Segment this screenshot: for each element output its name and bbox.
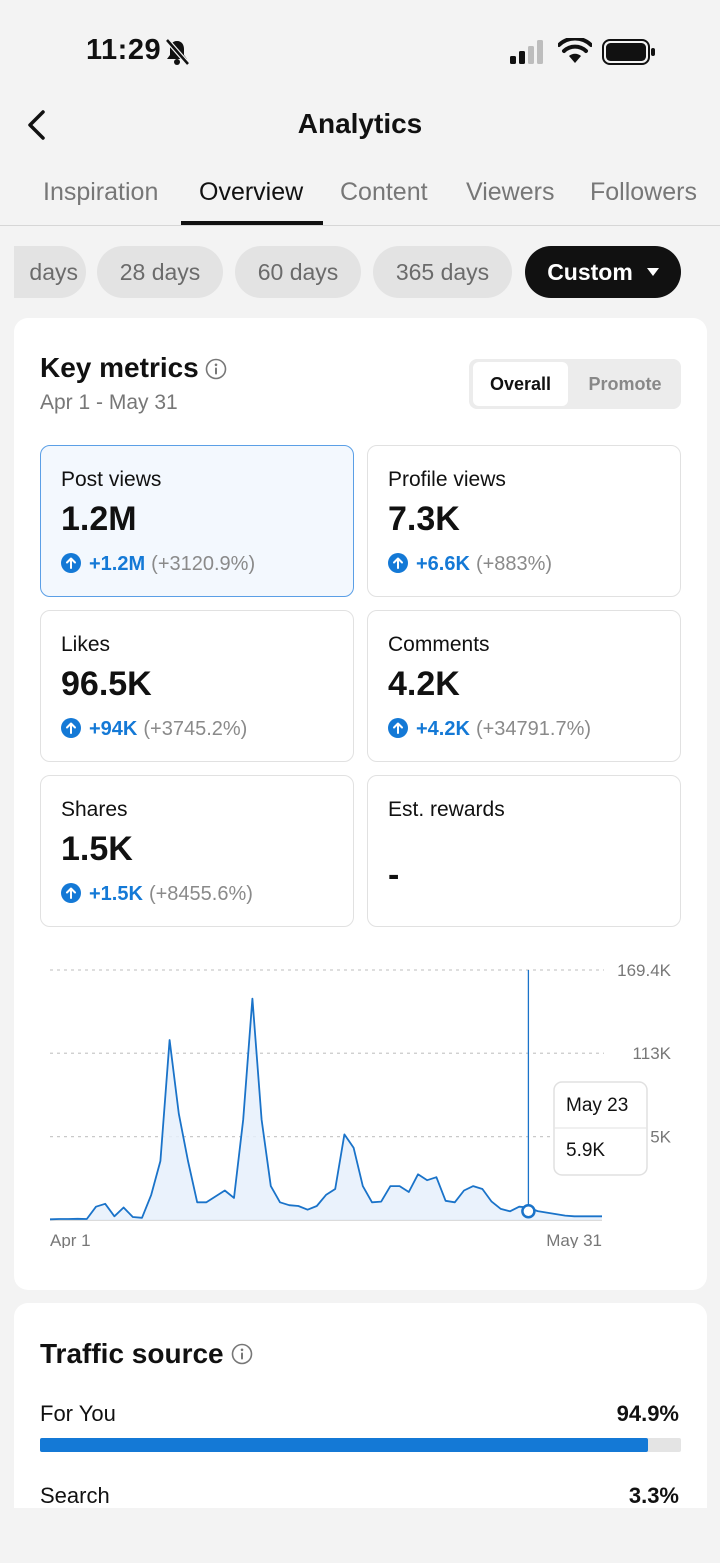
chart-x-start-label: Apr 1 (50, 1231, 91, 1248)
arrow-up-circle-icon (388, 553, 408, 573)
traffic-label-for-you: For You (40, 1401, 116, 1426)
metric-delta: +1.5K (+8455.6%) (61, 883, 253, 906)
delta-absolute: +1.2M (89, 553, 146, 575)
page-title: Analytics (297, 108, 423, 139)
metric-value: 7.3K (388, 500, 460, 538)
chart-highlight-point (521, 1204, 536, 1219)
caret-down-icon (646, 267, 659, 276)
info-icon[interactable] (205, 358, 227, 380)
info-icon[interactable] (231, 1343, 253, 1365)
arrow-up-circle-icon (61, 883, 81, 903)
metric-delta: +4.2K (+34791.7%) (388, 718, 591, 741)
metric-delta: +6.6K (+883%) (388, 553, 552, 576)
traffic-bar-for-you (40, 1438, 681, 1452)
chart-series-line (49, 997, 602, 1221)
chart-y-tick-label: 169.4K (617, 961, 672, 980)
chart-y-tick-label: 5K (650, 1128, 671, 1147)
tab-followers[interactable]: Followers (590, 178, 697, 206)
bell-muted-icon (165, 38, 190, 66)
metric-card-comments[interactable]: Comments 4.2K +4.2K (+34791.7%) (367, 610, 681, 762)
tab-viewers[interactable]: Viewers (466, 178, 555, 206)
key-metrics-card: Key metrics Apr 1 - May 31 Overall Promo… (14, 318, 707, 1290)
arrow-up-circle-icon (61, 718, 81, 738)
traffic-bar-fill (40, 1438, 649, 1452)
metric-delta: +1.2M (+3120.9%) (61, 553, 255, 576)
post-views-chart[interactable]: 169.4K 113K 5K Apr 1 May 31 May 23 5.9K (14, 948, 707, 1248)
status-bar: 11:29 (0, 0, 720, 100)
arrow-up-circle-icon (61, 553, 81, 573)
tab-overview[interactable]: Overview (199, 178, 304, 206)
metric-value: - (388, 856, 400, 894)
metric-value: 4.2K (388, 665, 460, 703)
chart-tooltip-date: May 23 (566, 1095, 628, 1116)
chart-x-end-label: May 31 (546, 1231, 602, 1248)
metric-value: 1.2M (61, 500, 137, 538)
bottom-background (0, 1508, 720, 1563)
traffic-value-for-you: 94.9% (616, 1401, 679, 1426)
date-range-chips: days 28 days 60 days 365 days Custom (14, 246, 720, 298)
key-metrics-title: Key metrics (40, 352, 199, 383)
metric-label: Est. rewards (388, 798, 505, 821)
metric-value: 1.5K (61, 830, 133, 868)
traffic-value-search: 3.3% (628, 1483, 679, 1508)
metric-card-post-views[interactable]: Post views 1.2M +1.2M (+3120.9%) (40, 445, 354, 597)
chart-tooltip-value: 5.9K (566, 1140, 605, 1161)
traffic-label-search: Search (40, 1483, 110, 1508)
delta-percent: (+3745.2%) (143, 718, 248, 740)
chart-area-fill (50, 998, 602, 1220)
date-range-label: Apr 1 - May 31 (40, 391, 178, 414)
metric-label: Likes (61, 633, 111, 656)
delta-absolute: +4.2K (416, 718, 470, 740)
delta-absolute: +94K (89, 718, 138, 740)
overall-promote-toggle: Overall Promote (469, 359, 681, 409)
metric-card-est-rewards[interactable]: Est. rewards - (367, 775, 681, 927)
delta-percent: (+34791.7%) (475, 718, 592, 740)
chip-7-days[interactable]: days (14, 246, 86, 298)
arrow-up-circle-icon (388, 718, 408, 738)
metric-card-shares[interactable]: Shares 1.5K +1.5K (+8455.6%) (40, 775, 354, 927)
metric-value: 96.5K (61, 665, 152, 703)
delta-percent: (+8455.6%) (148, 883, 253, 905)
chip-28-days[interactable]: 28 days (97, 246, 223, 298)
status-time: 11:29 (86, 34, 162, 66)
delta-percent: (+3120.9%) (151, 553, 256, 575)
delta-absolute: +1.5K (89, 883, 143, 905)
battery-icon (602, 39, 655, 65)
chip-custom[interactable]: Custom (525, 246, 681, 298)
chip-custom-label: Custom (547, 259, 633, 285)
traffic-source-card: Traffic source For You 94.9% Search 3.3% (14, 1303, 707, 1513)
metric-label: Comments (388, 633, 490, 656)
metric-card-likes[interactable]: Likes 96.5K +94K (+3745.2%) (40, 610, 354, 762)
delta-absolute: +6.6K (416, 553, 470, 575)
metric-card-profile-views[interactable]: Profile views 7.3K +6.6K (+883%) (367, 445, 681, 597)
chart-y-tick-label: 113K (633, 1044, 672, 1063)
tab-content[interactable]: Content (340, 178, 428, 206)
traffic-source-title: Traffic source (40, 1338, 224, 1369)
tab-inspiration[interactable]: Inspiration (43, 178, 159, 206)
metric-label: Post views (61, 468, 162, 491)
delta-percent: (+883%) (475, 553, 553, 575)
toggle-overall[interactable]: Overall (473, 362, 568, 406)
metric-label: Profile views (388, 468, 506, 491)
chip-365-days[interactable]: 365 days (373, 246, 512, 298)
active-tab-indicator (181, 221, 323, 225)
back-arrow-icon[interactable] (22, 104, 54, 146)
tab-bar: Inspiration Overview Content Viewers Fol… (0, 160, 720, 226)
metric-label: Shares (61, 798, 128, 821)
chip-60-days[interactable]: 60 days (235, 246, 361, 298)
toggle-promote[interactable]: Promote (588, 374, 662, 394)
cellular-signal-icon (510, 40, 543, 64)
metric-delta: +94K (+3745.2%) (61, 718, 247, 741)
wifi-icon (558, 38, 592, 63)
